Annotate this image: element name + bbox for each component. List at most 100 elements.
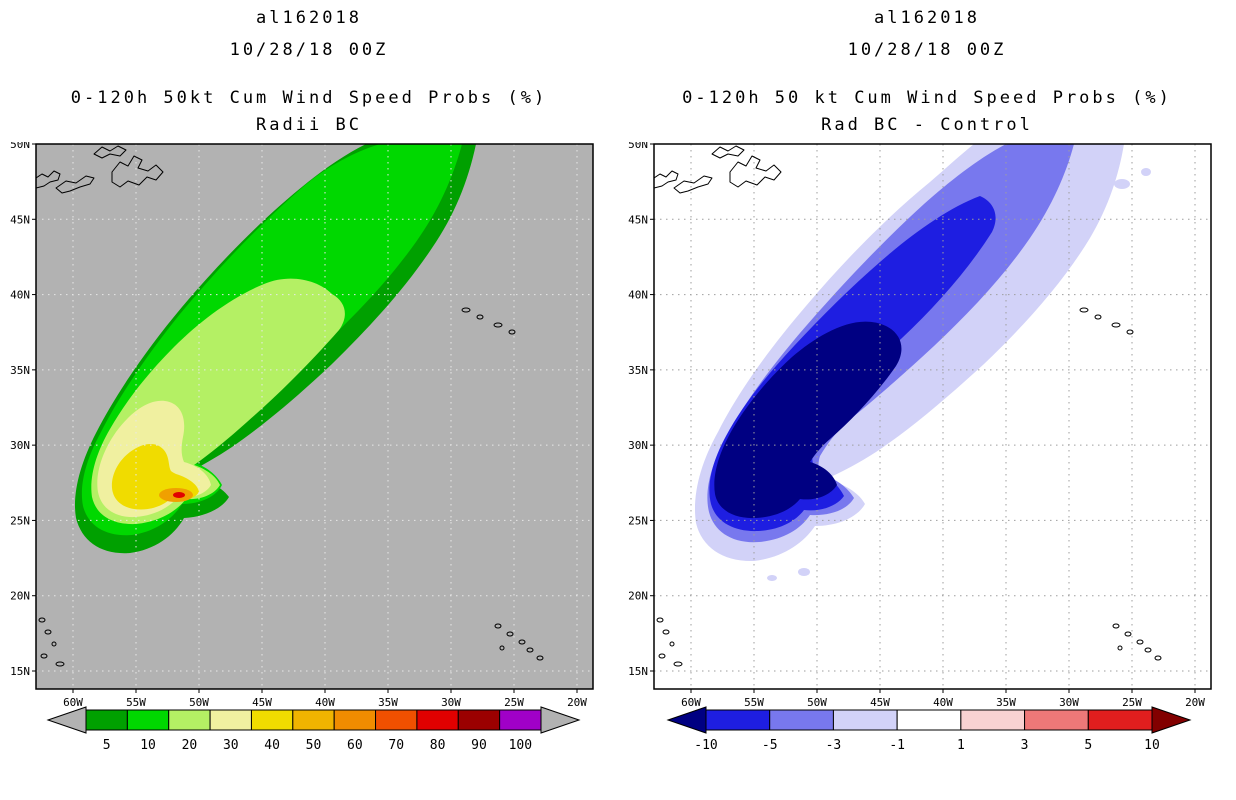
colorbar-label: 1 (957, 738, 965, 753)
lon-tick-label: 25W (504, 696, 524, 709)
lon-tick-label: 45W (870, 696, 890, 709)
colorbar-arrow-left (46, 706, 87, 734)
coastlines (36, 145, 544, 667)
colorbar-labels: 5 10 20 30 40 50 60 70 80 90 100 (103, 738, 532, 753)
lat-tick-label: 30N (10, 439, 30, 452)
colorbar-label: 50 (306, 738, 322, 753)
colorbar-segment (457, 709, 501, 731)
lat-tick-label: 40N (628, 289, 648, 302)
colorbar-label: -10 (694, 738, 717, 753)
colorbar-segment (832, 709, 898, 731)
difference-colorbar: -10 -5 -3 -1 1 3 5 10 (666, 706, 1192, 753)
colorbar-label: 5 (1084, 738, 1092, 753)
lon-tick-label: 50W (807, 696, 827, 709)
colorbar-label: 70 (388, 738, 404, 753)
lat-tick-label: 40N (10, 289, 30, 302)
colorbar-segment (705, 709, 771, 731)
colorbar-label: 20 (182, 738, 198, 753)
lat-tick-label: 35N (10, 364, 30, 377)
lon-tick-label: 30W (1059, 696, 1079, 709)
lat-tick-label: 25N (628, 514, 648, 527)
chart-title: 0-120h 50 kt Cum Wind Speed Probs (%) (682, 88, 1172, 108)
colorbar-segment (769, 709, 834, 731)
axis-labels: 50N 45N 40N 35N 30N 25N 20N 15N 60W 55W 50W 45W 40W 3… (628, 142, 1205, 709)
colorbar-segment (375, 709, 418, 731)
lat-tick-label: 35N (628, 364, 648, 377)
map-border (653, 143, 1212, 690)
grid-lines (36, 143, 593, 689)
colorbar-segment (126, 709, 170, 731)
lon-tick-label: 20W (567, 696, 587, 709)
probability-contours (74, 144, 477, 554)
colorbar-label: 3 (1021, 738, 1029, 753)
lon-tick-label: 40W (933, 696, 953, 709)
lon-tick-label: 40W (315, 696, 335, 709)
lon-tick-label: 60W (63, 696, 83, 709)
storm-id-title: al162018 (874, 8, 980, 28)
colorbar-label: 40 (264, 738, 280, 753)
colorbar-arrow-right (1151, 706, 1192, 734)
lat-tick-label: 50N (628, 142, 648, 151)
chart-title: 0-120h 50kt Cum Wind Speed Probs (%) (70, 88, 548, 108)
colorbar-segment (333, 709, 377, 731)
lat-tick-label: 25N (10, 514, 30, 527)
colorbar-label: 60 (347, 738, 363, 753)
panel-rad-bc-minus-control: al162018 10/28/18 00Z 0-120h 50 kt Cum W… (618, 0, 1236, 800)
lon-tick-label: 35W (378, 696, 398, 709)
chart-variant-title: Rad BC - Control (821, 115, 1033, 135)
lat-tick-label: 50N (10, 142, 30, 151)
lon-tick-label: 30W (441, 696, 461, 709)
lon-tick-label: 35W (996, 696, 1016, 709)
lat-tick-label: 15N (10, 665, 30, 678)
colorbar-segment (85, 709, 128, 731)
coastlines (654, 145, 1162, 667)
colorbar-label: -5 (762, 738, 778, 753)
colorbar-label: 10 (140, 738, 156, 753)
colorbar-segment (1087, 709, 1153, 731)
map-border (35, 143, 594, 690)
lat-tick-label: 45N (628, 213, 648, 226)
lat-tick-label: 20N (10, 590, 30, 603)
panel-radii-bc: al162018 10/28/18 00Z 0-120h 50kt Cum Wi… (10, 8, 594, 753)
difference-contours (694, 144, 1151, 581)
colorbar-label: 100 (509, 738, 532, 753)
colorbar-label: 90 (471, 738, 487, 753)
colorbar-segment (292, 709, 335, 731)
colorbar-label: 5 (103, 738, 111, 753)
probability-map: 50N 45N 40N 35N 30N 25N 20N 15N 60W 55W 50W 45W 40W 3… (10, 142, 594, 709)
colorbar-label: -1 (889, 738, 905, 753)
colorbar-label: 10 (1144, 738, 1160, 753)
chart-variant-title: Radii BC (256, 115, 362, 135)
lat-tick-label: 30N (628, 439, 648, 452)
colorbar-segment (499, 709, 542, 731)
colorbar-segment (209, 709, 252, 731)
lat-tick-label: 20N (628, 590, 648, 603)
colorbar-arrow-left (666, 706, 707, 734)
colorbar-segment (416, 709, 459, 731)
valid-time-title: 10/28/18 00Z (847, 40, 1007, 60)
lon-tick-label: 55W (744, 696, 764, 709)
valid-time-title: 10/28/18 00Z (229, 40, 389, 60)
colorbar-label: 80 (430, 738, 446, 753)
lon-tick-label: 50W (189, 696, 209, 709)
lat-tick-label: 45N (10, 213, 30, 226)
colorbar-segment (896, 709, 962, 731)
axis-labels: 50N 45N 40N 35N 30N 25N 20N 15N 60W 55W 50W 45W 40W 3… (10, 142, 587, 709)
colorbar-arrow-right (540, 706, 581, 734)
lon-tick-label: 55W (126, 696, 146, 709)
grid-lines (654, 143, 1211, 689)
lon-tick-label: 25W (1122, 696, 1142, 709)
colorbar-segment (168, 709, 211, 731)
colorbar-segment (1024, 709, 1089, 731)
lon-tick-label: 20W (1185, 696, 1205, 709)
colorbar-label: -3 (826, 738, 842, 753)
difference-map: 50N 45N 40N 35N 30N 25N 20N 15N 60W 55W 50W 45W 40W 3… (628, 142, 1212, 709)
probability-colorbar: 5 10 20 30 40 50 60 70 80 90 100 (46, 706, 581, 753)
colorbar-label: 30 (223, 738, 239, 753)
storm-id-title: al162018 (256, 8, 362, 28)
lon-tick-label: 45W (252, 696, 272, 709)
lon-tick-label: 60W (681, 696, 701, 709)
colorbar-segment (960, 709, 1026, 731)
colorbar-labels: -10 -5 -3 -1 1 3 5 10 (694, 738, 1160, 753)
lat-tick-label: 15N (628, 665, 648, 678)
